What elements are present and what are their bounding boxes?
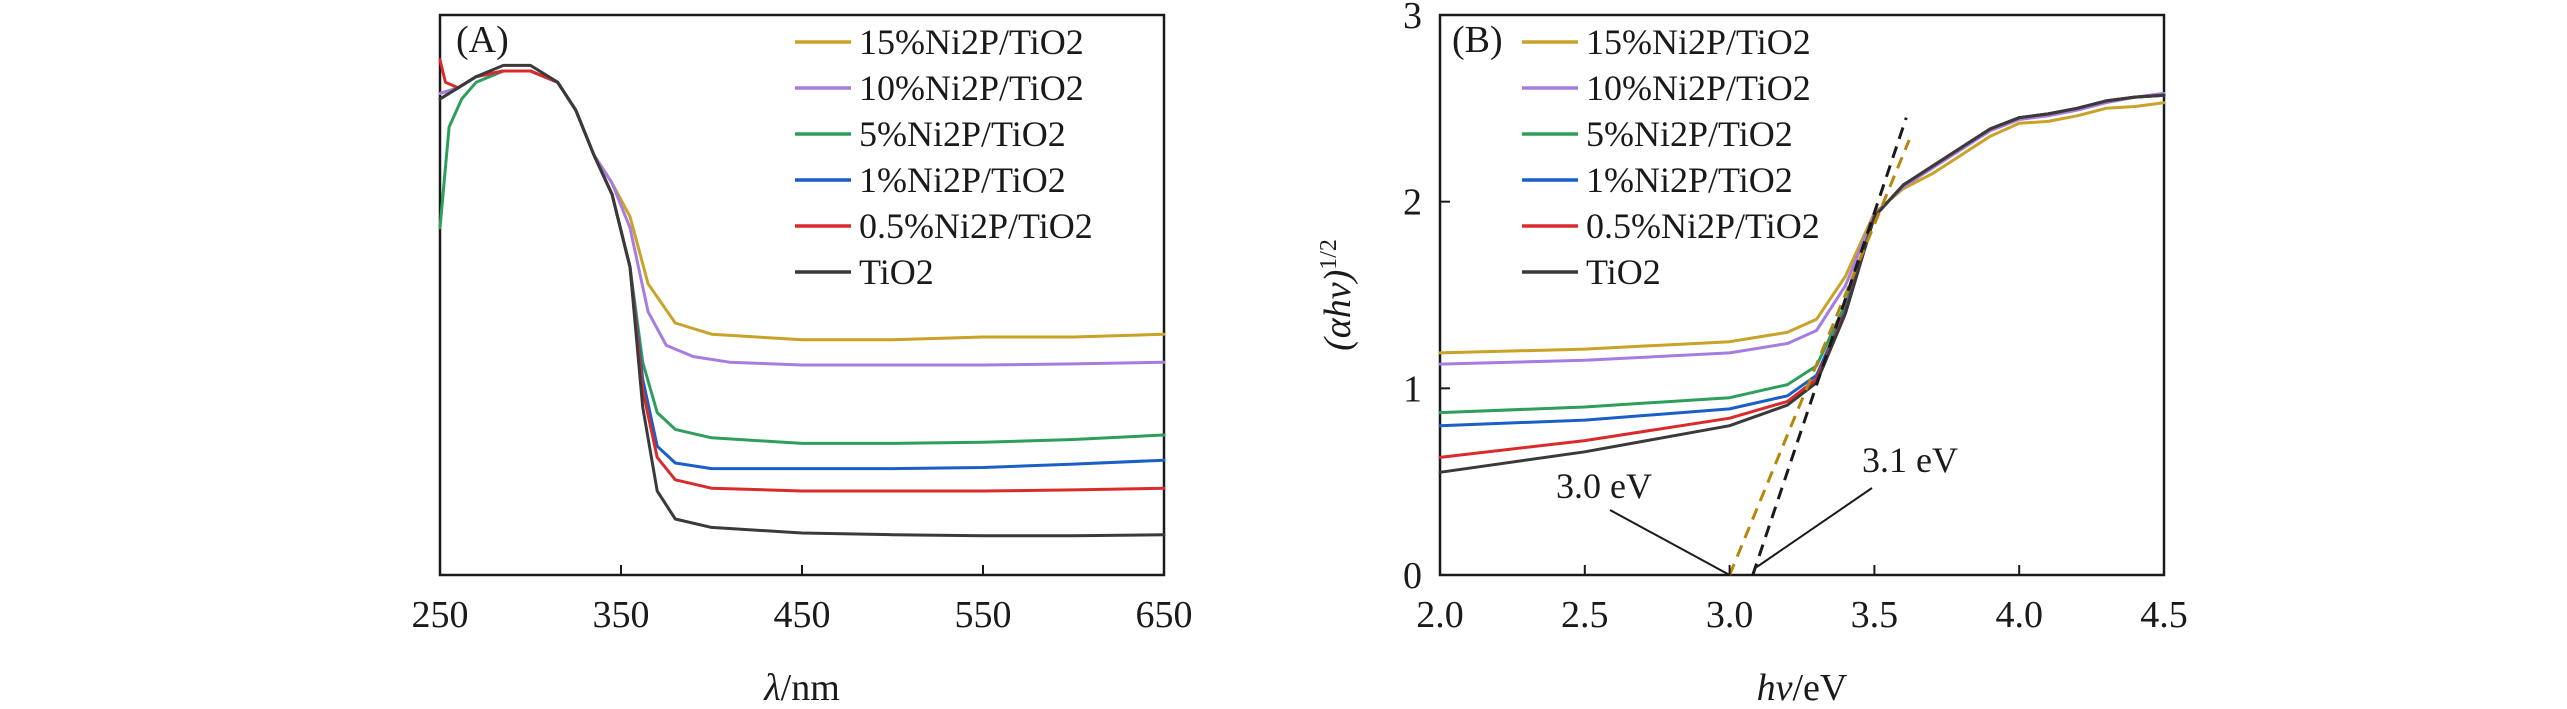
panel-a-series-line-5 [438,63,1166,538]
panel-a-legend-label-1: 10%Ni2P/TiO2 [859,68,1084,108]
panel-b-y-tick-label-3: 3 [1403,0,1422,37]
panel-a-legend-label-5: TiO2 [859,252,934,292]
panel-a-x-axis-label: λ/nm [763,667,840,709]
panel-b-x-tick-label-5: 4.5 [2140,594,2188,636]
panel-a-legend-label-4: 0.5%Ni2P/TiO2 [859,206,1093,246]
panel-b-y-tick-label-2: 2 [1403,182,1422,224]
panel-b-legend-label-5: TiO2 [1586,252,1661,292]
panel-b-series-line-1 [1438,91,2166,366]
panel-b-label: (B) [1452,19,1503,61]
panel-b-y-tick-label-1: 1 [1403,368,1422,410]
panel-b-annotations: 3.0 eV 3.1 eV [1556,440,1958,576]
panel-b-x-ticks: 2.0 2.5 3.0 3.5 4.0 4.5 [1416,565,2188,636]
panel-b-x-tick-label-3: 3.5 [1851,594,1899,636]
panel-b-x-axis-label: hv/eV [1757,667,1848,709]
panel-a-x-ticks: 250 350 450 550 650 [412,565,1193,636]
panel-b-x-tick-label-4: 4.0 [1995,594,2043,636]
panel-b-series-line-2 [1438,93,2166,415]
panel-b-series-line-0 [1438,101,2166,355]
panel-a-x-tick-label-3: 550 [955,594,1012,636]
panel-b-series-group [1438,91,2166,474]
panel-b: 2.0 2.5 3.0 3.5 4.0 4.5 0 1 2 3 (B) 15%Ni2P/TiO2… [1316,0,2188,709]
panel-b-legend-label-1: 10%Ni2P/TiO2 [1586,68,1811,108]
panel-b-legend-label-3: 1%Ni2P/TiO2 [1586,160,1793,200]
panel-b-legend-label-0: 15%Ni2P/TiO2 [1586,22,1811,62]
panel-a-legend: 15%Ni2P/TiO2 10%Ni2P/TiO2 5%Ni2P/TiO2 1%Ni2… [795,22,1093,292]
panel-b-series-line-5 [1438,93,2166,474]
panel-a-label: (A) [456,19,509,61]
panel-b-frame [1438,13,2166,577]
panel-a-x-tick-label-1: 350 [593,594,650,636]
panel-a-legend-label-2: 5%Ni2P/TiO2 [859,114,1066,154]
panel-b-y-axis-label: (αhv)1/2 [1316,239,1359,351]
panel-a: 250 350 450 550 650 (A) 15%Ni2P/TiO2 10%Ni2P/… [412,13,1193,709]
panel-b-legend-label-4: 0.5%Ni2P/TiO2 [1586,206,1820,246]
panel-a-x-tick-label-2: 450 [774,594,831,636]
panel-b-legend-label-2: 5%Ni2P/TiO2 [1586,114,1793,154]
panel-b-annotation-3-1: 3.1 eV [1862,440,1958,480]
panel-b-tangent-lines [1728,117,1911,576]
panel-b-annotation-3-0-leader [1609,509,1731,576]
panel-b-annotation-3-1-leader [1756,487,1873,568]
panel-a-x-tick-label-0: 250 [412,594,469,636]
panel-b-x-tick-label-0: 2.0 [1416,594,1464,636]
panel-a-legend-label-0: 15%Ni2P/TiO2 [859,22,1084,62]
panel-b-y-ticks: 0 1 2 3 [1403,0,1450,597]
panel-b-legend: 15%Ni2P/TiO2 10%Ni2P/TiO2 5%Ni2P/TiO2 1%Ni2… [1522,22,1820,292]
panel-b-y-tick-label-0: 0 [1403,555,1422,597]
panel-a-legend-label-3: 1%Ni2P/TiO2 [859,160,1066,200]
panel-b-annotation-3-0: 3.0 eV [1556,466,1652,506]
panel-a-series-group [438,58,1166,538]
panel-a-x-tick-label-4: 650 [1136,594,1193,636]
panel-b-x-tick-label-2: 3.0 [1706,594,1754,636]
panel-b-tangent-3.1-line [1751,117,1908,576]
panel-b-x-tick-label-1: 2.5 [1561,594,1609,636]
